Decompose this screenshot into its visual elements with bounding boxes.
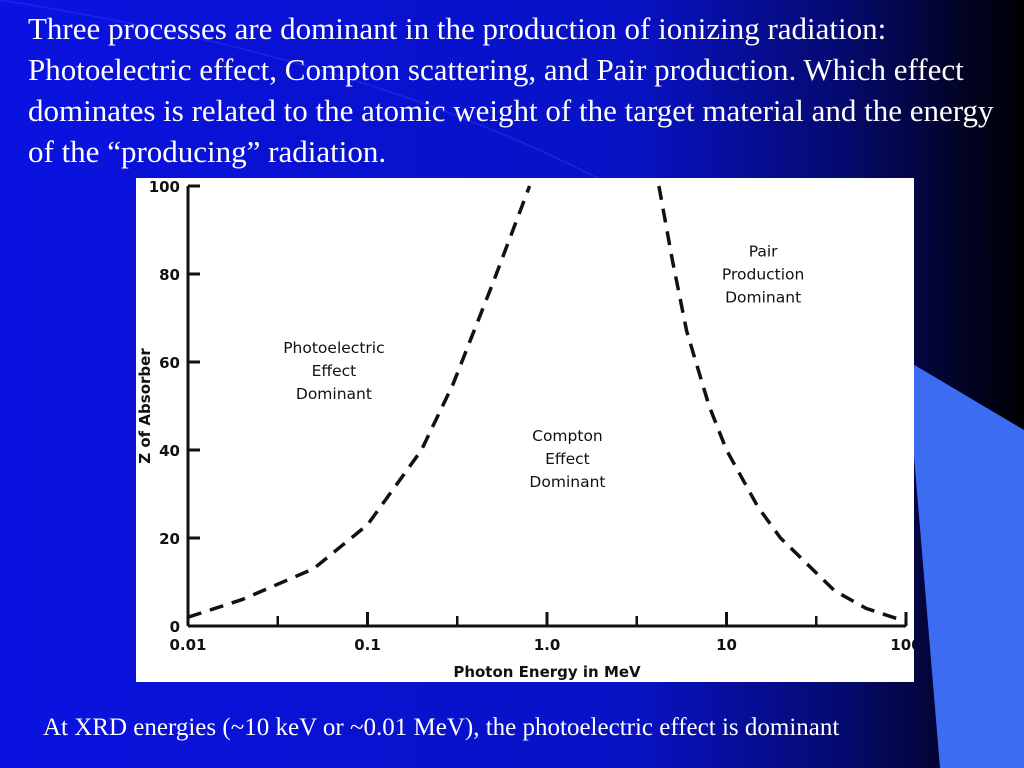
pair-region-label: Pair Production Dominant — [722, 242, 804, 306]
region-label-line: Effect — [545, 450, 590, 468]
y-tick-label: 80 — [159, 266, 180, 284]
region-label-line: Dominant — [296, 385, 372, 403]
region-label-line: Photoelectric — [283, 339, 384, 357]
compton-region-label: Compton Effect Dominant — [529, 427, 605, 491]
x-tick-label: 10 — [716, 636, 737, 654]
y-tick-label: 40 — [159, 442, 180, 460]
x-axis-title: Photon Energy in MeV — [453, 663, 641, 681]
zone-chart: 0 20 40 60 80 100 0.01 0.1 1.0 10 100 Photon Energy… — [136, 178, 914, 681]
y-tick-label: 100 — [149, 178, 180, 196]
region-label-line: Compton — [532, 427, 603, 445]
y-tick-label: 60 — [159, 354, 180, 372]
slide-footer: At XRD energies (~10 keV or ~0.01 MeV), … — [43, 714, 840, 741]
x-tick-label: 1.0 — [534, 636, 561, 654]
x-tick-label: 0.01 — [169, 636, 206, 654]
region-label-line: Pair — [749, 242, 778, 260]
y-tick-label: 0 — [170, 618, 180, 636]
y-tick-label: 20 — [159, 530, 180, 548]
region-label-line: Dominant — [529, 473, 605, 491]
slide-heading: Three processes are dominant in the prod… — [28, 11, 994, 169]
y-axis-title: Z of Absorber — [136, 348, 154, 464]
photoelectric-compton-boundary — [187, 185, 532, 619]
region-label-line: Effect — [312, 362, 357, 380]
photoelectric-region-label: Photoelectric Effect Dominant — [283, 339, 384, 403]
region-label-line: Production — [722, 265, 804, 283]
compton-pair-boundary — [657, 185, 907, 624]
region-label-line: Dominant — [725, 288, 801, 306]
chart-figure: 0 20 40 60 80 100 0.01 0.1 1.0 10 100 Photon Energy… — [136, 178, 914, 682]
x-tick-label: 100 — [890, 636, 914, 654]
x-tick-label: 0.1 — [354, 636, 381, 654]
